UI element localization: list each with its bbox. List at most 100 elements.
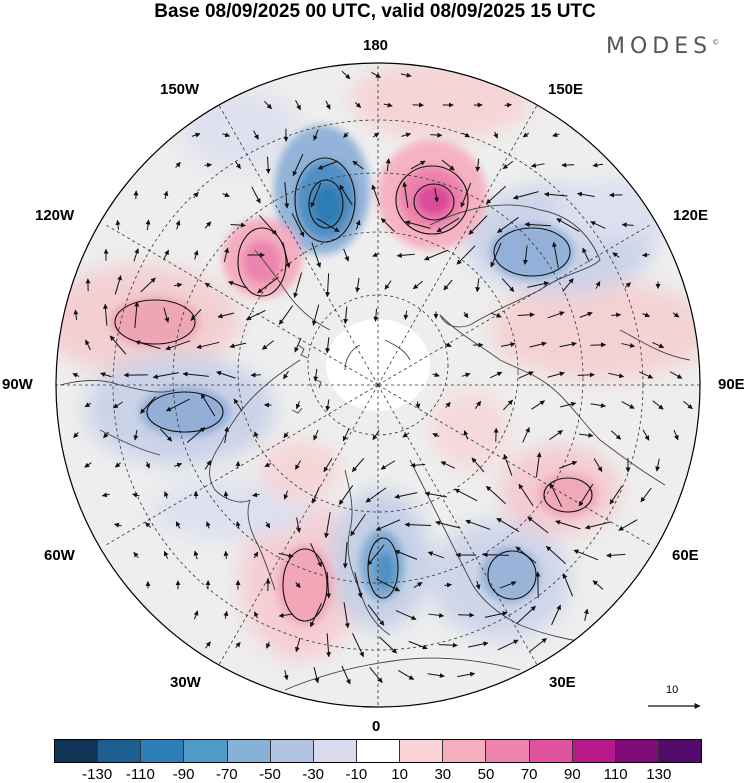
wind-vector: [145, 219, 151, 231]
wind-vector: [490, 242, 502, 268]
colorbar-tick-label: -90: [172, 766, 195, 783]
wind-vector: [372, 252, 380, 257]
wind-vector: [103, 431, 109, 439]
wind-vector: [379, 636, 397, 654]
wind-vector: [253, 611, 259, 619]
graticule: [56, 63, 700, 707]
wind-vector: [144, 522, 151, 528]
wind-vector: [222, 192, 230, 198]
wind-vector: [555, 520, 581, 530]
wind-vector: [325, 337, 331, 354]
wind-vector: [222, 132, 231, 138]
wind-vector: [610, 430, 622, 440]
wind-vector: [343, 248, 350, 262]
wind-vector: [496, 517, 520, 533]
wind-vector: [291, 213, 305, 238]
wind-vector: [621, 343, 636, 348]
wind-vector: [223, 610, 229, 619]
wind-vector: [135, 340, 161, 350]
colorbar-swatch: [141, 740, 185, 762]
wind-vector: [522, 427, 530, 443]
wind-vector: [430, 132, 443, 138]
wind-vector: [196, 341, 220, 350]
wind-vector: [205, 521, 211, 529]
wind-vector: [639, 371, 654, 379]
colorbar-swatch: [184, 740, 228, 762]
wind-vector: [485, 185, 506, 205]
wind-vector: [258, 214, 278, 236]
wind-vector: [404, 522, 432, 528]
wind-vector: [655, 458, 661, 472]
colorbar-tick-label: 10: [391, 766, 408, 783]
wind-vector: [312, 304, 320, 326]
wind-vector: [404, 220, 431, 229]
wind-vector: [410, 160, 426, 170]
wind-vector: [369, 667, 383, 683]
wind-vector: [402, 181, 409, 208]
wind-vector: [490, 312, 502, 318]
wind-vector: [193, 192, 199, 198]
wind-vector: [112, 401, 123, 409]
wind-vector: [326, 633, 332, 658]
wind-vector: [475, 278, 481, 293]
wind-vector: [134, 301, 140, 328]
wind-vector: [396, 252, 415, 258]
wind-vector: [339, 184, 353, 206]
wind-vector: [317, 160, 339, 170]
wind-vector: [132, 492, 140, 498]
wind-vector: [162, 249, 170, 261]
colorbar-swatch: [356, 740, 401, 762]
wind-vector: [103, 303, 108, 326]
wind-vector: [182, 371, 209, 377]
wind-vector: [310, 542, 322, 568]
wind-vector: [640, 487, 652, 503]
wind-vector: [371, 72, 381, 78]
wind-vector: [502, 160, 514, 170]
wind-vector: [223, 550, 229, 559]
wind-vector: [402, 432, 410, 438]
colorbar-tick-label: -50: [259, 766, 281, 783]
wind-vector: [254, 431, 259, 439]
wind-vector: [443, 279, 453, 291]
wind-vector: [512, 191, 539, 200]
wind-vector: [456, 245, 476, 265]
colorbar-tick-label: -30: [302, 766, 325, 783]
wind-vector: [652, 400, 664, 410]
wind-vectors: [72, 70, 693, 685]
brand-mark: ©: [712, 38, 720, 47]
wind-vector: [435, 520, 461, 529]
wind-vector: [367, 544, 385, 566]
wind-vector: [562, 278, 574, 292]
wind-vector: [415, 401, 421, 409]
colorbar-tick-label: -70: [215, 766, 238, 783]
wind-vector: [174, 282, 183, 288]
wind-vector: [549, 482, 563, 507]
wind-vector: [113, 522, 122, 528]
wind-vector: [503, 453, 513, 476]
wind-vector: [463, 311, 469, 319]
coastlines: [59, 204, 691, 691]
colorbar-swatch: [572, 740, 616, 762]
wind-vector: [230, 222, 246, 228]
wind-vector: [284, 182, 290, 209]
wind-vector: [283, 490, 289, 500]
wind-vector: [489, 371, 503, 379]
colorbar-swatch: [313, 740, 357, 762]
wind-vector: [578, 483, 594, 507]
wind-vector: [515, 546, 537, 564]
wind-vector: [547, 311, 565, 319]
wind-vector: [257, 276, 279, 294]
lon-label-30w: 30W: [170, 674, 201, 691]
wind-vector: [73, 432, 79, 438]
wind-vector: [427, 551, 445, 559]
wind-vector: [560, 401, 577, 408]
wind-vector: [282, 242, 291, 269]
wind-vector: [467, 641, 489, 648]
wind-vector: [380, 460, 396, 470]
wind-vector: [245, 309, 266, 321]
wind-vector: [582, 247, 590, 263]
wind-vector: [283, 670, 289, 681]
wind-vector: [625, 282, 631, 288]
wind-vector: [251, 186, 261, 204]
wind-vector: [444, 582, 452, 588]
